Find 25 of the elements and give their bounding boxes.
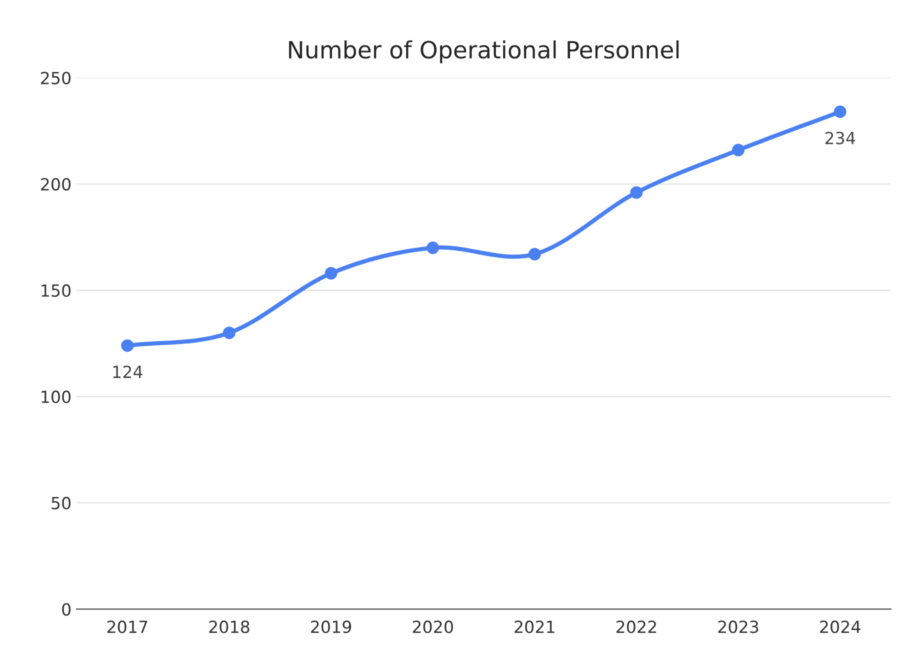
data-label: 124 xyxy=(113,366,142,378)
y-tick-label: 0 xyxy=(62,603,71,616)
y-tick-label: 150 xyxy=(42,284,71,297)
x-tick-label: 2023 xyxy=(718,620,758,634)
x-tick-label: 2020 xyxy=(412,620,453,634)
x-tick-label: 2024 xyxy=(820,620,860,634)
point xyxy=(222,326,236,340)
point xyxy=(834,106,846,118)
point xyxy=(630,186,643,199)
y-tick-label: 50 xyxy=(52,496,71,510)
chart-title: Number of Operational Personnel xyxy=(289,40,679,64)
point xyxy=(732,144,745,156)
point xyxy=(324,267,338,280)
y-tick-label: 250 xyxy=(41,72,71,84)
x-tick-label: 2018 xyxy=(209,620,250,634)
x-tick-label: 2022 xyxy=(616,620,656,634)
point xyxy=(121,339,134,352)
point xyxy=(528,248,541,260)
x-tick-label: 2019 xyxy=(311,620,352,634)
x-tick-label: 2017 xyxy=(107,620,148,634)
data-label: 234 xyxy=(825,132,856,144)
y-tick-label: 100 xyxy=(42,390,71,404)
y-tick-label: 200 xyxy=(41,178,71,191)
x-tick-label: 2021 xyxy=(514,620,554,634)
point xyxy=(426,242,440,254)
